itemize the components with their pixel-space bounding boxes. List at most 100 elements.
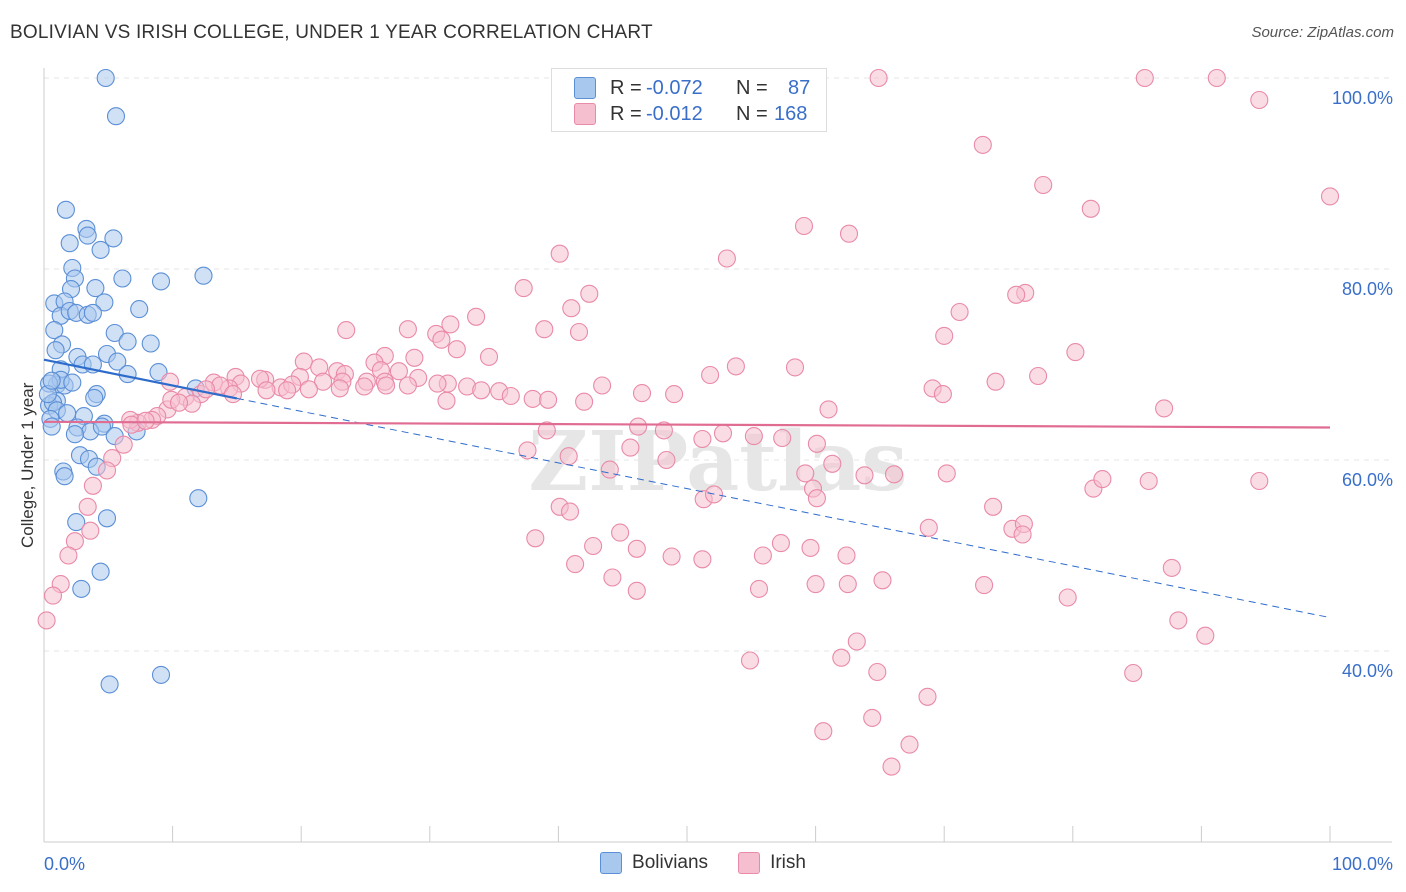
irish-point <box>693 550 712 569</box>
bolivians-point <box>113 269 132 288</box>
bolivians-point <box>151 272 171 291</box>
bolivians-point <box>72 579 91 598</box>
bolivians-swatch <box>600 852 623 874</box>
irish-point <box>713 424 733 443</box>
irish-point <box>562 299 581 318</box>
bolivians-point <box>189 489 208 508</box>
irish-point <box>847 632 866 651</box>
irish-point <box>428 374 447 393</box>
y-tick-label: 80.0% <box>1342 279 1393 299</box>
irish-point <box>526 529 545 548</box>
irish-point <box>467 307 486 326</box>
irish-point <box>1320 187 1340 206</box>
irish-point <box>937 464 956 483</box>
bolivians-swatch <box>574 77 596 99</box>
irish-point <box>801 538 820 557</box>
r-label: R = <box>610 102 642 125</box>
irish-point <box>405 348 424 367</box>
irish-point <box>377 376 396 395</box>
irish-point <box>1007 285 1026 304</box>
bolivians-point <box>130 300 149 319</box>
bolivians-point <box>194 266 213 285</box>
bolivians-point <box>60 234 79 253</box>
bolivians-point <box>95 293 114 312</box>
irish-point <box>919 518 938 537</box>
irish-point <box>632 384 652 403</box>
r-value: -0.012 <box>646 102 703 125</box>
irish-point <box>299 380 318 399</box>
n-label: N = <box>736 102 768 125</box>
bolivians-point <box>78 226 97 245</box>
bolivians-point <box>108 352 127 371</box>
x-tick-label: 100.0% <box>1332 854 1393 874</box>
irish-point <box>627 581 646 600</box>
bolivians-point <box>46 341 65 360</box>
irish-point <box>984 497 1003 516</box>
irish-point <box>169 393 189 412</box>
irish-point <box>629 417 648 436</box>
irish-point <box>1124 663 1143 683</box>
irish-point <box>740 651 760 670</box>
irish-point <box>559 447 578 466</box>
irish-point <box>1196 626 1215 645</box>
irish-point <box>580 284 599 303</box>
irish-point <box>539 390 558 409</box>
irish-point <box>933 385 952 404</box>
irish-point <box>814 722 833 741</box>
legend-row-irish: R = -0.012 N = 168 <box>574 101 807 127</box>
bolivians-point <box>97 509 117 528</box>
irish-point <box>37 611 56 630</box>
irish-point <box>839 224 859 243</box>
bolivians-point <box>106 107 126 126</box>
bolivians-trend-solid <box>43 358 238 400</box>
legend-label-bolivians: Bolivians <box>632 852 709 873</box>
irish-point <box>726 357 745 376</box>
irish-point <box>627 539 646 558</box>
bolivians-point <box>67 513 86 532</box>
irish-point <box>744 427 763 446</box>
irish-point <box>432 330 451 349</box>
irish-point <box>1029 366 1048 386</box>
n-value: 87 <box>788 76 811 99</box>
irish-point <box>749 579 769 598</box>
bolivians-point <box>56 200 75 219</box>
irish-point <box>518 441 537 460</box>
irish-point <box>584 536 603 556</box>
n-label: N = <box>736 76 768 99</box>
irish-swatch <box>574 103 596 125</box>
chart-title: BOLIVIAN VS IRISH COLLEGE, UNDER 1 YEAR … <box>10 22 653 43</box>
bolivians-point <box>63 373 82 392</box>
irish-point <box>278 381 297 400</box>
irish-point <box>97 461 117 480</box>
irish-point <box>693 429 712 449</box>
y-tick-label: 40.0% <box>1342 661 1393 681</box>
irish-point <box>603 568 622 587</box>
irish-point <box>78 497 97 516</box>
bolivians-point <box>83 303 102 322</box>
irish-point <box>863 708 882 727</box>
irish-point <box>257 381 276 400</box>
irish-point <box>796 464 815 483</box>
irish-point <box>823 454 842 473</box>
axis-labels: 40.0% 60.0% 80.0% 100.0% 0.0% 100.0% <box>44 88 1393 874</box>
irish-swatch <box>738 852 761 874</box>
irish-point <box>569 322 589 342</box>
irish-point <box>771 534 790 553</box>
irish-point <box>294 352 313 371</box>
irish-point <box>1139 471 1158 491</box>
irish-point <box>600 460 619 479</box>
irish-point <box>1093 470 1112 489</box>
irish-point <box>753 546 772 565</box>
irish-point <box>479 347 499 366</box>
irish-point <box>785 358 805 377</box>
source-credit: Source: ZipAtlas.com <box>1251 24 1394 41</box>
n-value: 168 <box>774 102 808 125</box>
legend-row-bolivians: R = -0.072 N = 87 <box>574 75 810 101</box>
bolivians-point <box>86 279 105 298</box>
irish-point <box>560 502 580 521</box>
irish-point <box>81 521 100 540</box>
irish-point <box>935 326 954 345</box>
irish-point <box>868 662 887 682</box>
irish-point <box>662 547 681 566</box>
